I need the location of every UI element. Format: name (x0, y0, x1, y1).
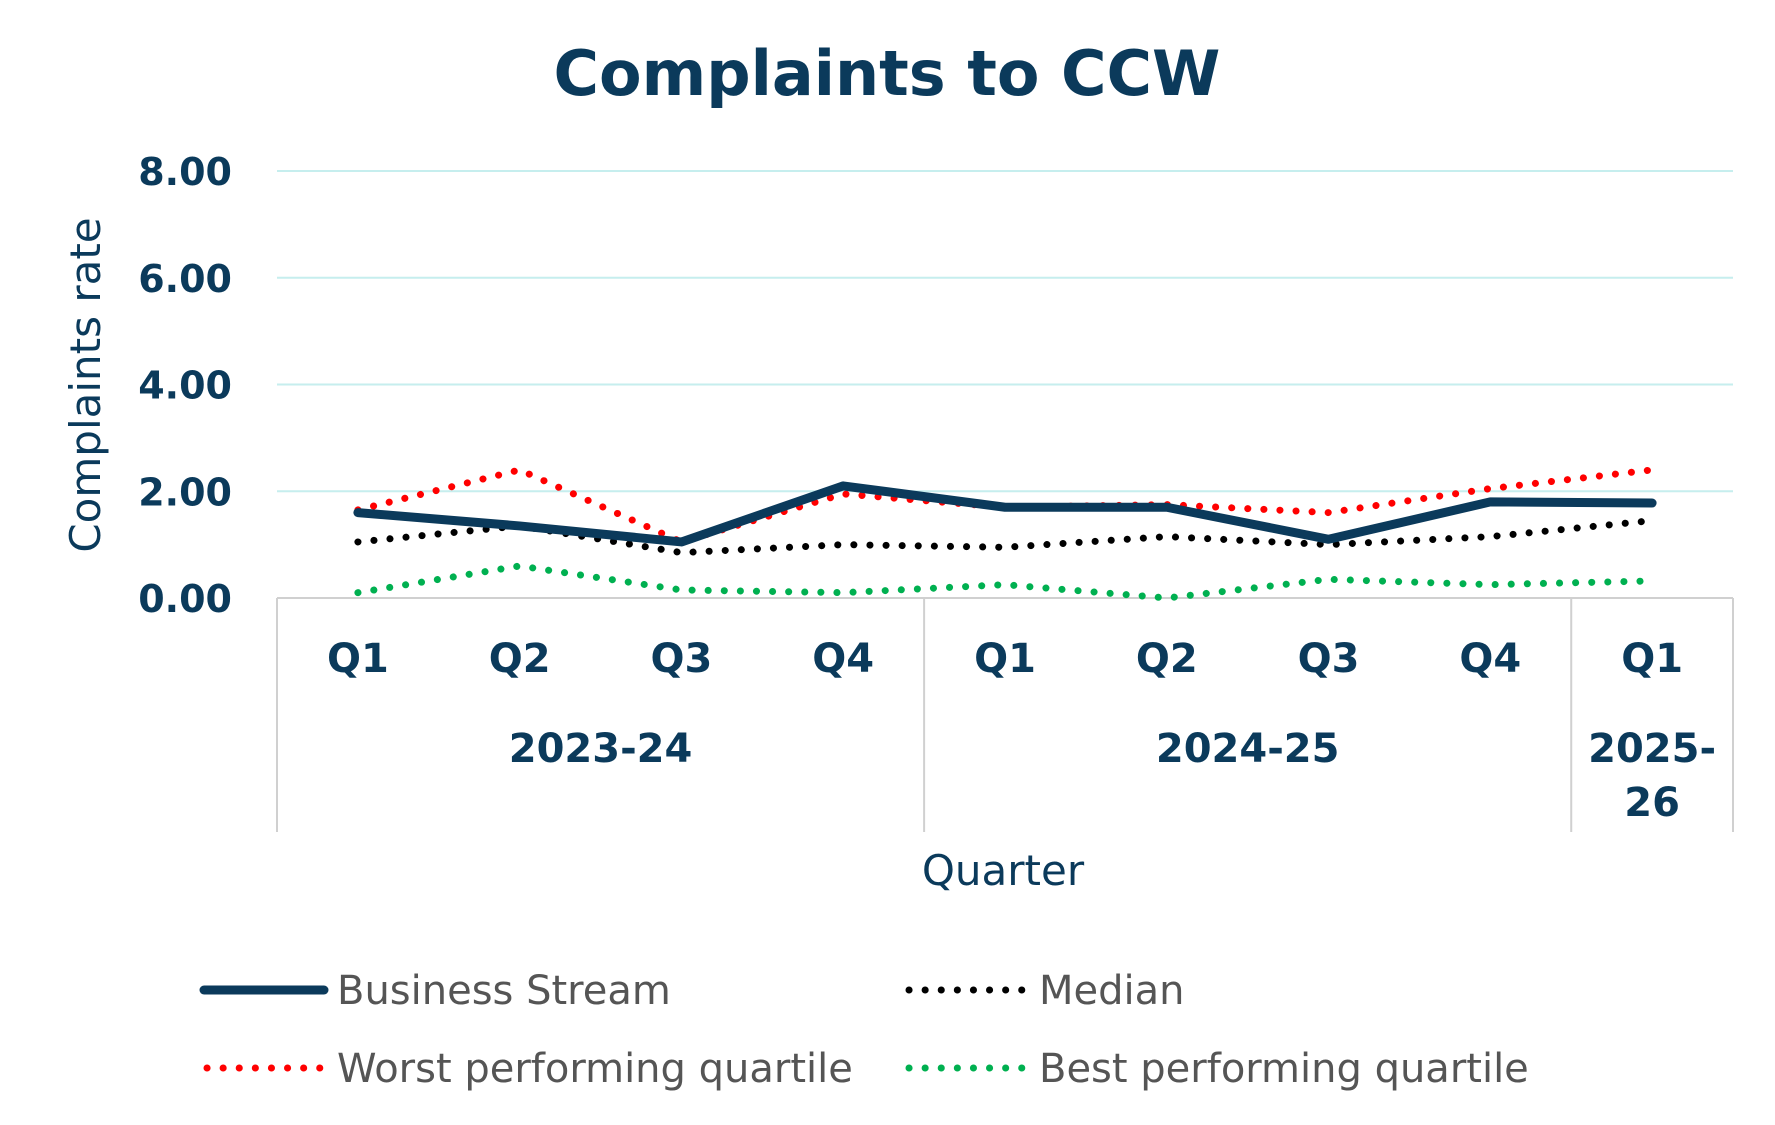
series-line-best-performing-quartile (354, 562, 1656, 602)
series-line-business-stream (353, 481, 1657, 547)
x-axis-label: Quarter (922, 846, 1085, 895)
legend-label: Best performing quartile (1039, 1046, 1529, 1092)
y-axis-ticks: 0.00 2.00 4.00 6.00 8.00 (138, 150, 232, 621)
x-tick-label: Q2 (489, 636, 551, 682)
group-label: 2024-25 (1156, 726, 1340, 772)
group-label: 26 (1624, 780, 1680, 826)
group-label: 2025- (1588, 726, 1716, 772)
chart-title: Complaints to CCW (554, 37, 1221, 110)
x-tick-label: Q4 (812, 636, 874, 682)
y-axis-label: Complaints rate (61, 217, 110, 552)
legend-label: Median (1039, 968, 1185, 1014)
series-lines (353, 466, 1657, 602)
x-tick-label: Q3 (651, 636, 713, 682)
x-tick-label: Q1 (327, 636, 389, 682)
y-tick-label: 6.00 (138, 257, 232, 301)
gridlines (277, 170, 1733, 493)
y-tick-label: 0.00 (138, 577, 232, 621)
y-tick-label: 4.00 (138, 364, 232, 408)
x-axis: Q1 Q2 Q3 Q4 Q1 Q2 Q3 Q4 Q1 2023-24 2024-25 2025- 26 (276, 597, 1734, 832)
x-tick-label: Q3 (1298, 636, 1360, 682)
y-tick-label: 8.00 (138, 150, 232, 194)
legend-label: Worst performing quartile (337, 1046, 853, 1092)
x-tick-label: Q1 (974, 636, 1036, 682)
x-tick-label: Q4 (1459, 636, 1521, 682)
legend-label: Business Stream (337, 968, 671, 1014)
x-tick-label: Q2 (1136, 636, 1198, 682)
group-label: 2023-24 (509, 726, 693, 772)
y-tick-label: 2.00 (138, 470, 232, 514)
x-tick-label: Q1 (1621, 636, 1683, 682)
legend: Business Stream Median Worst performing qu… (199, 968, 1529, 1092)
